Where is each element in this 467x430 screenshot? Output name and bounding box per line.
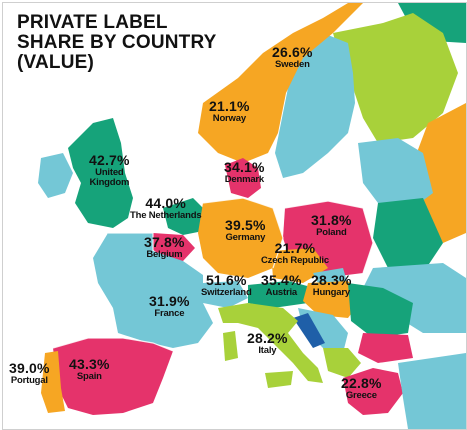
sweden-value: 26.6% (272, 44, 313, 60)
denmark-value: 34.1% (224, 159, 265, 175)
region-germany (198, 198, 283, 278)
region-croatia (293, 313, 325, 348)
region-denmark (225, 158, 261, 198)
label-netherlands: 44.0% The Netherlands (130, 195, 202, 221)
region-spain (53, 338, 173, 415)
region-sicily (265, 371, 293, 388)
greece-value: 22.8% (341, 375, 382, 391)
borders (52, 197, 374, 352)
region-sardinia (223, 331, 238, 361)
region-turkey (398, 353, 466, 429)
label-denmark: 34.1% Denmark (224, 160, 265, 185)
italy-value: 28.2% (247, 330, 288, 346)
uk-name: United Kingdom (89, 167, 130, 188)
label-belgium: 37.8% Belgium (144, 235, 185, 260)
europe-map (3, 3, 466, 429)
austria-name: Austria (265, 287, 298, 298)
switzerland-value: 51.6% (205, 272, 247, 288)
greece-name: Greece (345, 390, 377, 401)
denmark-name: Denmark (224, 174, 264, 185)
label-switzerland: 51.6% Switzerland (201, 273, 252, 298)
region-baltics (358, 138, 433, 208)
region-romania (348, 283, 413, 338)
germany-value: 39.5% (225, 217, 266, 233)
region-netherlands (163, 198, 208, 235)
poland-value: 31.8% (311, 212, 352, 228)
czech-value: 21.7% (274, 240, 316, 256)
poland-name: Poland (316, 227, 347, 238)
label-greece: 22.8% Greece (341, 376, 382, 401)
spain-name: Spain (76, 371, 102, 382)
label-poland: 31.8% Poland (311, 213, 352, 238)
portugal-name: Portugal (10, 375, 48, 386)
label-germany: 39.5% Germany (225, 218, 266, 243)
austria-value: 35.4% (261, 272, 302, 288)
label-austria: 35.4% Austria (261, 273, 302, 298)
norway-name: Norway (212, 113, 246, 124)
switzerland-name: Switzerland (201, 287, 252, 298)
label-spain: 43.3% Spain (69, 357, 110, 382)
region-italy (218, 303, 323, 383)
map-title: PRIVATE LABEL SHARE BY COUNTRY (VALUE) (17, 12, 217, 73)
hungary-name: Hungary (312, 287, 350, 298)
label-czech: 21.7% Czech Republic (261, 241, 329, 266)
region-hungary (303, 281, 363, 318)
france-name: France (154, 308, 185, 319)
region-bulgaria (358, 333, 413, 363)
label-portugal: 39.0% Portugal (9, 361, 50, 386)
france-value: 31.9% (149, 293, 190, 309)
czech-name: Czech Republic (261, 255, 329, 266)
region-norway (198, 3, 363, 163)
region-belarus (373, 198, 443, 273)
label-france: 31.9% France (149, 294, 190, 319)
region-france (93, 233, 213, 348)
region-balkans-2 (323, 348, 361, 378)
region-finland (333, 13, 458, 143)
portugal-value: 39.0% (9, 360, 50, 376)
hungary-value: 28.3% (311, 272, 352, 288)
label-sweden: 26.6% Sweden (272, 45, 313, 70)
label-norway: 21.1% Norway (209, 99, 250, 124)
norway-value: 21.1% (209, 98, 250, 114)
region-austria (248, 281, 315, 308)
region-switzerland (203, 281, 248, 308)
uk-value: 42.7% (89, 152, 130, 168)
label-uk: 42.7% United Kingdom (89, 153, 130, 187)
region-greece (343, 368, 403, 415)
sweden-name: Sweden (275, 59, 310, 70)
italy-name: Italy (258, 345, 277, 356)
label-italy: 28.2% Italy (247, 331, 288, 356)
region-arctic (398, 3, 466, 43)
region-ireland (38, 153, 73, 198)
belgium-value: 37.8% (144, 234, 185, 250)
spain-value: 43.3% (69, 356, 110, 372)
region-portugal (41, 351, 65, 413)
region-uk (68, 118, 133, 228)
germany-name: Germany (225, 232, 266, 243)
label-hungary: 28.3% Hungary (311, 273, 352, 298)
netherlands-value: 44.0% (145, 195, 187, 211)
belgium-name: Belgium (146, 249, 183, 260)
region-ukraine (363, 263, 466, 333)
netherlands-name: The Netherlands (130, 210, 202, 221)
